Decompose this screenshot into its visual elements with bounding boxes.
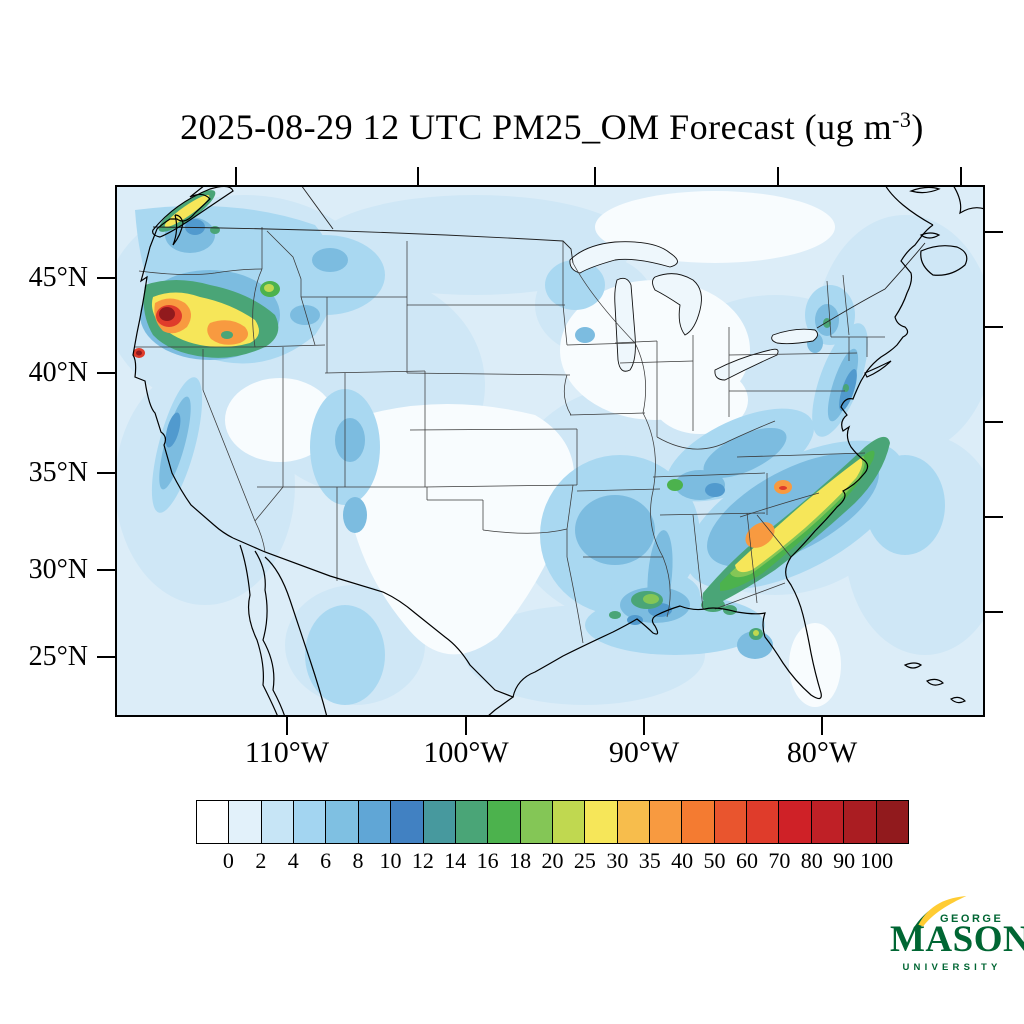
- gmu-logo: GEORGE MASON UNIVERSITY: [888, 896, 1024, 984]
- colorbar-tick-label: 2: [255, 848, 267, 873]
- colorbar-tick-label: 6: [320, 848, 332, 873]
- top-tick: [235, 167, 237, 185]
- right-tick: [985, 326, 1003, 328]
- colorbar-tick-label: 80: [800, 848, 823, 873]
- colorbar-segment: [197, 801, 229, 843]
- lon-tick-label: 100°W: [423, 736, 509, 769]
- colorbar-tick-label: 100: [860, 848, 894, 873]
- top-tick: [960, 167, 962, 185]
- colorbar-segment: [519, 801, 552, 843]
- state-borders: [134, 227, 885, 644]
- lon-tick: [821, 717, 823, 735]
- colorbar-segment: [454, 801, 488, 843]
- colorbar-tick-label: 12: [411, 848, 434, 873]
- colorbar-segment: [746, 801, 779, 843]
- lat-tick: [97, 656, 115, 658]
- idaho-spot: [260, 281, 280, 297]
- lon-tick-label: 90°W: [608, 736, 680, 769]
- right-tick: [985, 611, 1003, 613]
- lon-tick: [465, 717, 467, 735]
- colorbar-tick-label: 35: [638, 848, 661, 873]
- colorbar-tick-label: 90: [833, 848, 856, 873]
- colorbar-segment: [843, 801, 876, 843]
- colorbar-tick-label: 70: [768, 848, 791, 873]
- colorbar-tick-label: 60: [735, 848, 758, 873]
- gmu-swoosh-icon: [913, 896, 967, 928]
- pm-field-clean-areas: [225, 191, 841, 707]
- title-suffix: ): [911, 107, 924, 147]
- colorbar-segment: [487, 801, 520, 843]
- southeast-plume: [609, 318, 890, 640]
- title-exponent: -3: [892, 107, 912, 132]
- lon-tick: [643, 717, 645, 735]
- top-tick: [417, 167, 419, 185]
- colorbar-segment: [681, 801, 714, 843]
- colorbar-tick-label: 14: [444, 848, 467, 873]
- lat-tick: [97, 472, 115, 474]
- lon-tick: [286, 717, 288, 735]
- colorbar-segment: [260, 801, 294, 843]
- colorbar-tick-label: 25: [573, 848, 596, 873]
- colorbar-tick-label: 4: [287, 848, 299, 873]
- lat-tick: [97, 277, 115, 279]
- forecast-map: [115, 185, 985, 717]
- colorbar: [196, 800, 909, 844]
- forecast-map-svg: [115, 185, 985, 717]
- colorbar-segment: [778, 801, 811, 843]
- colorbar-tick-label: 18: [509, 848, 532, 873]
- lat-tick: [97, 569, 115, 571]
- right-tick: [985, 516, 1003, 518]
- lat-tick: [97, 372, 115, 374]
- right-tick: [985, 421, 1003, 423]
- colorbar-segment: [584, 801, 617, 843]
- lon-tick-label: 80°W: [786, 736, 858, 769]
- colorbar-segment: [357, 801, 391, 843]
- colorbar-segment: [713, 801, 747, 843]
- colorbar-segment: [649, 801, 682, 843]
- colorbar-segment: [810, 801, 844, 843]
- colorbar-tick-label: 8: [352, 848, 364, 873]
- coastline: [132, 185, 985, 717]
- colorbar-segment: [551, 801, 585, 843]
- colorbar-segment: [616, 801, 650, 843]
- colorbar-tick-label: 40: [671, 848, 694, 873]
- top-tick: [777, 167, 779, 185]
- lat-tick-label: 45°N: [28, 262, 88, 293]
- colorbar-segment: [875, 801, 908, 843]
- map-frame: [115, 185, 985, 717]
- oregon-hotspot: [133, 280, 279, 358]
- top-tick: [594, 167, 596, 185]
- colorbar-tick-label: 30: [606, 848, 629, 873]
- gmu-logo-university: UNIVERSITY: [902, 962, 1002, 973]
- colorbar-tick-label: 16: [476, 848, 499, 873]
- lat-tick-label: 40°N: [28, 357, 88, 388]
- lat-tick-label: 25°N: [28, 641, 88, 672]
- right-tick: [985, 231, 1003, 233]
- colorbar-segment: [293, 801, 326, 843]
- colorbar-tick-label: 20: [541, 848, 564, 873]
- colorbar-segment: [422, 801, 455, 843]
- lat-tick-label: 30°N: [28, 554, 88, 585]
- title-text: 2025-08-29 12 UTC PM25_OM Forecast (ug m: [180, 107, 893, 147]
- lon-tick-label: 110°W: [244, 736, 330, 769]
- colorbar-tick-label: 50: [703, 848, 726, 873]
- lat-tick-label: 35°N: [28, 457, 88, 488]
- international-borders: [152, 185, 926, 329]
- colorbar-segment: [228, 801, 261, 843]
- colorbar-tick-label: 0: [222, 848, 234, 873]
- colorbar-segment: [390, 801, 423, 843]
- colorbar-segment: [325, 801, 358, 843]
- gmu-logo-george: GEORGE: [940, 913, 1004, 925]
- colorbar-tick-label: 10: [379, 848, 402, 873]
- page-title: 2025-08-29 12 UTC PM25_OM Forecast (ug m…: [180, 106, 924, 148]
- gmu-logo-mason: MASON: [890, 919, 1024, 960]
